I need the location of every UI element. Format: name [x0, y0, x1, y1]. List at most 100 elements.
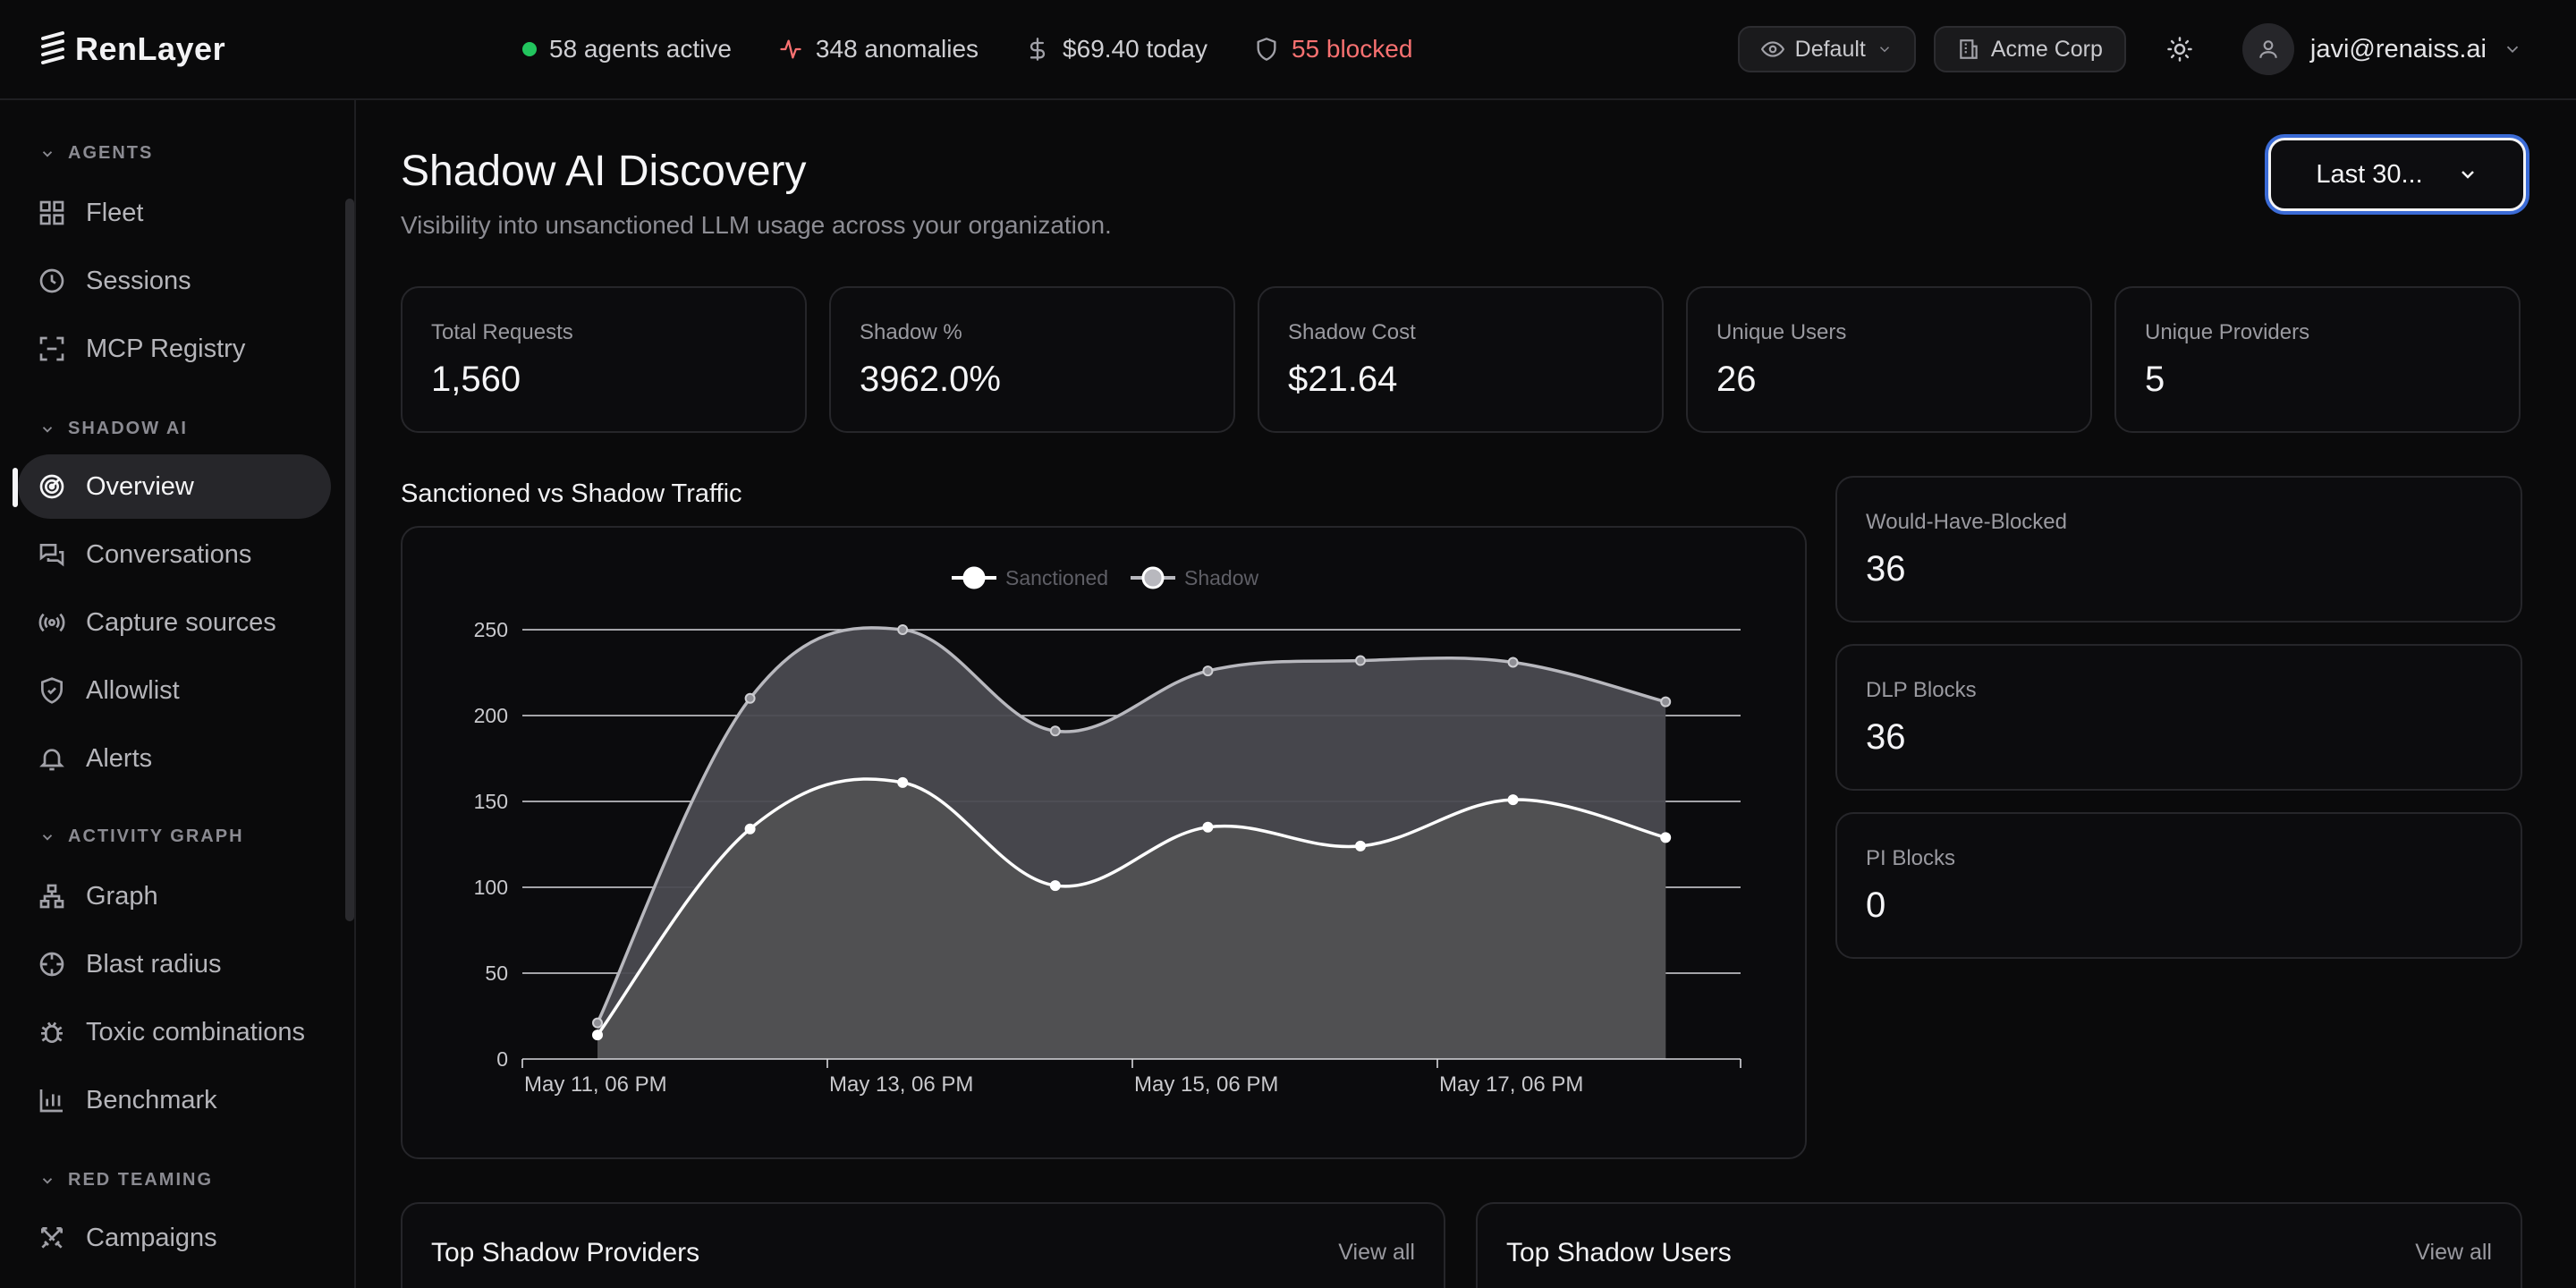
kpi-card-shadow-cost: Shadow Cost $21.64 [1258, 286, 1664, 433]
sidebar-item-fleet[interactable]: Fleet [18, 181, 331, 245]
kpi-label: Shadow Cost [1288, 320, 1416, 344]
section-activity-graph-label: ACTIVITY GRAPH [68, 826, 244, 846]
sidebar-item-campaigns[interactable]: Campaigns [18, 1206, 331, 1270]
top-shadow-users-card: Top Shadow Users View all [1476, 1202, 2522, 1288]
traffic-chart-card: 0 50 100 150 200 250 May 11, 06 PM May 13, 06 P… [401, 526, 1807, 1159]
side-card-value: 36 [1866, 717, 1906, 757]
user-icon [2259, 40, 2277, 58]
kpi-label: Unique Users [1716, 320, 1847, 344]
x-tick-label: May 11, 06 PM [524, 1072, 667, 1097]
sanctioned-point [1049, 880, 1061, 892]
section-agents[interactable]: AGENTS [39, 143, 153, 164]
active-indicator [13, 468, 18, 507]
top-right-controls: Default Acme Corp javi@renaiss.ai [1737, 23, 2522, 75]
anomalies-stat[interactable]: 348 anomalies [778, 35, 979, 64]
kpi-value: 3962.0% [860, 360, 1001, 399]
shield-icon [1257, 38, 1276, 61]
section-red-teaming[interactable]: RED TEAMING [39, 1170, 213, 1191]
eye-icon [1760, 41, 1784, 57]
sidebar-scrollbar[interactable] [345, 199, 354, 921]
sun-icon [2167, 37, 2192, 62]
shadow-point [744, 692, 756, 704]
page-title: Shadow AI Discovery [401, 148, 807, 195]
kpi-value: 5 [2145, 360, 2165, 399]
sidebar-item-label: Blast radius [86, 949, 222, 979]
chevron-down-icon [2461, 171, 2474, 179]
brand-logo[interactable]: RenLayer [39, 27, 225, 72]
sidebar-item-graph[interactable]: Graph [18, 864, 331, 928]
bar-chart-icon [39, 1089, 63, 1113]
chevron-down-icon [42, 834, 53, 841]
sidebar-item-label: MCP Registry [86, 334, 246, 363]
users-title: Top Shadow Users [1506, 1238, 1732, 1267]
sanctioned-point [1507, 794, 1519, 806]
sanctioned-point [744, 823, 756, 835]
sanctioned-point [897, 776, 909, 788]
providers-view-all-link[interactable]: View all [1338, 1240, 1415, 1265]
cost-text: $69.40 today [1063, 35, 1208, 63]
brand-name: RenLayer [75, 30, 226, 67]
sidebar-item-blast-radius[interactable]: Blast radius [18, 932, 331, 996]
section-shadow-ai[interactable]: SHADOW AI [39, 419, 188, 439]
renlayer-logo-icon [41, 31, 64, 64]
theme-toggle-button[interactable] [2157, 26, 2203, 72]
x-tick-label: May 17, 06 PM [1439, 1072, 1583, 1097]
swords-icon [41, 1227, 63, 1249]
sidebar-item-mcp-registry[interactable]: MCP Registry [18, 317, 331, 381]
view-selector[interactable]: Default [1737, 26, 1916, 72]
chart-title: Sanctioned vs Shadow Traffic [401, 479, 742, 508]
user-menu[interactable]: javi@renaiss.ai [2241, 23, 2522, 75]
shield-check-icon [41, 677, 63, 704]
side-card-dlp-blocks: DLP Blocks 36 [1835, 644, 2522, 791]
x-tick-label: May 15, 06 PM [1134, 1072, 1278, 1097]
shadow-series-line [596, 626, 1666, 1024]
sidebar-item-label: Overview [86, 471, 194, 501]
chevron-down-icon [42, 150, 53, 157]
sidebar-item-label: Sessions [86, 266, 191, 295]
sidebar-item-allowlist[interactable]: Allowlist [18, 658, 331, 723]
org-selector-label: Acme Corp [1990, 36, 2103, 62]
kpi-card-total-requests: Total Requests 1,560 [401, 286, 807, 433]
agents-active-stat[interactable]: 58 agents active [522, 35, 732, 64]
shadow-point [592, 1017, 603, 1029]
org-selector[interactable]: Acme Corp [1933, 26, 2126, 72]
cost-stat[interactable]: $69.40 today [1025, 35, 1208, 64]
sidebar: AGENTS Fleet Sessions MCP Registry SHADO… [0, 100, 356, 1288]
sanctioned-point [1355, 840, 1366, 852]
network-icon [39, 884, 64, 909]
sidebar-item-toxic-combinations[interactable]: Toxic combinations [18, 1000, 331, 1064]
clock-icon [39, 268, 64, 293]
kpi-card-unique-users: Unique Users 26 [1686, 286, 2092, 433]
sidebar-item-overview[interactable]: Overview [18, 454, 331, 519]
sidebar-item-benchmark[interactable]: Benchmark [18, 1068, 331, 1132]
kpi-label: Unique Providers [2145, 320, 2310, 344]
anomalies-text: 348 anomalies [815, 35, 979, 63]
section-activity-graph[interactable]: ACTIVITY GRAPH [39, 826, 244, 847]
shadow-point [897, 624, 909, 635]
sidebar-item-conversations[interactable]: Conversations [18, 522, 331, 587]
legend-label: Shadow [1184, 566, 1259, 589]
section-agents-label: AGENTS [68, 143, 154, 163]
status-stats: 58 agents active 348 anomalies $69.40 to… [522, 30, 1412, 68]
kpi-card-unique-providers: Unique Providers 5 [2114, 286, 2521, 433]
side-card-label: Would-Have-Blocked [1866, 510, 2067, 534]
scan-icon [39, 336, 64, 361]
section-red-teaming-label: RED TEAMING [68, 1170, 213, 1190]
sidebar-item-capture-sources[interactable]: Capture sources [18, 590, 331, 655]
chat-icon [39, 544, 64, 567]
side-card-would-have-blocked: Would-Have-Blocked 36 [1835, 476, 2522, 623]
sidebar-item-label: Alerts [86, 743, 153, 773]
sidebar-item-label: Benchmark [86, 1085, 217, 1114]
sidebar-item-sessions[interactable]: Sessions [18, 249, 331, 313]
sidebar-item-label: Conversations [86, 539, 252, 569]
blocked-stat[interactable]: 55 blocked [1254, 35, 1412, 64]
date-range-select[interactable]: Last 30... [2268, 138, 2526, 211]
users-view-all-link[interactable]: View all [2415, 1240, 2492, 1265]
sanctioned-point [1202, 821, 1214, 833]
legend-label: Sanctioned [1005, 566, 1108, 589]
radar-icon [39, 474, 64, 499]
kpi-label: Total Requests [431, 320, 573, 344]
sidebar-item-alerts[interactable]: Alerts [18, 726, 331, 791]
sidebar-item-label: Toxic combinations [86, 1017, 305, 1046]
broadcast-icon [38, 613, 65, 632]
